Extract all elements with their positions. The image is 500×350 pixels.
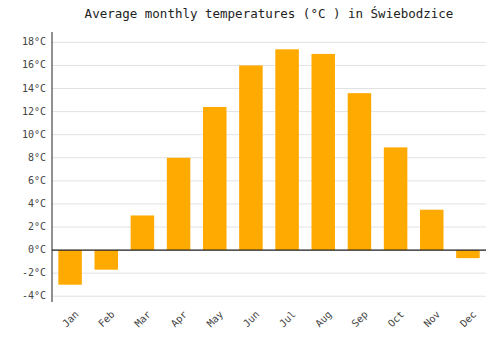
grid-line xyxy=(52,180,486,181)
bar xyxy=(58,250,82,285)
grid-line xyxy=(52,203,486,204)
grid-line xyxy=(52,42,486,43)
y-tick-label: 8°C xyxy=(28,152,46,163)
y-tick-label: -4°C xyxy=(22,290,46,301)
grid-line xyxy=(52,111,486,112)
grid-line xyxy=(52,273,486,274)
bar xyxy=(203,107,227,250)
chart-title: Average monthly temperatures (°C ) in Św… xyxy=(85,6,454,21)
y-tick-label: 18°C xyxy=(22,36,46,47)
x-tick-label: Jul xyxy=(277,309,298,330)
y-tick-label: 6°C xyxy=(28,175,46,186)
y-tick-label: 10°C xyxy=(22,129,46,140)
bar xyxy=(94,250,118,270)
x-tick-label: Apr xyxy=(169,309,190,330)
bar xyxy=(131,215,155,250)
y-tick-label: 0°C xyxy=(28,244,46,255)
zero-line xyxy=(52,249,486,250)
chart-container: Average monthly temperatures (°C ) in Św… xyxy=(0,0,500,350)
bar xyxy=(348,93,372,250)
y-tick-label: 4°C xyxy=(28,198,46,209)
x-tick-label: Aug xyxy=(313,309,334,330)
x-tick-label: Oct xyxy=(386,309,407,330)
y-tick-label: -2°C xyxy=(22,267,46,278)
y-tick-label: 2°C xyxy=(28,221,46,232)
grid-line xyxy=(52,134,486,135)
x-tick-label: Sep xyxy=(349,309,370,330)
y-grid xyxy=(52,42,486,296)
chart-svg: Average monthly temperatures (°C ) in Św… xyxy=(0,0,500,350)
bar xyxy=(384,147,408,250)
x-tick-label: Feb xyxy=(96,309,117,330)
y-tick-label: 16°C xyxy=(22,59,46,70)
bar xyxy=(275,49,299,250)
y-tick-label: 14°C xyxy=(22,83,46,94)
bar xyxy=(239,65,263,250)
y-tick-label: 12°C xyxy=(22,106,46,117)
y-tick-labels: -4°C -2°C 0°C 2°C 4°C 6°C 8°C 10°C 12°C 14°C 16°C 1… xyxy=(22,36,46,301)
x-tick-label: May xyxy=(205,309,226,330)
bar xyxy=(311,54,335,250)
bar xyxy=(167,158,191,250)
grid-line xyxy=(52,88,486,89)
grid-line xyxy=(52,157,486,158)
x-tick-label: Jan xyxy=(60,309,81,330)
x-tick-label: Jun xyxy=(241,309,262,330)
bar xyxy=(456,250,480,258)
grid-line xyxy=(52,65,486,66)
grid-line xyxy=(52,250,486,251)
y-axis-line xyxy=(52,32,53,302)
grid-line xyxy=(52,296,486,297)
bar xyxy=(420,210,444,250)
bars xyxy=(58,49,479,284)
x-tick-label: Dec xyxy=(458,309,479,330)
x-tick-labels: Jan Feb Mar Apr May Jun Jul Aug Sep Oct Nov Dec xyxy=(60,309,478,330)
x-tick-label: Nov xyxy=(422,309,443,330)
x-tick-label: Mar xyxy=(132,309,153,330)
